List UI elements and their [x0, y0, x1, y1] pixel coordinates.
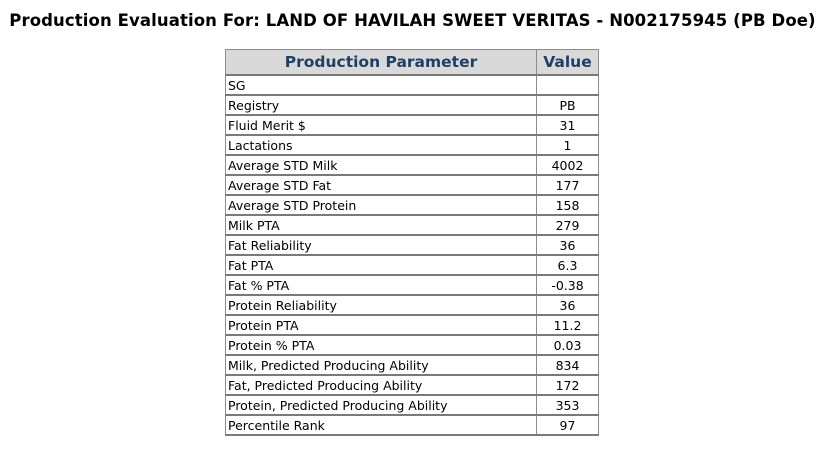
- value-cell: -0.38: [536, 274, 599, 296]
- table-row: Fat Reliability 36: [225, 234, 599, 256]
- table-row: Protein % PTA 0.03: [225, 334, 599, 356]
- value-cell: 177: [536, 174, 599, 196]
- table-row: Protein PTA 11.2: [225, 314, 599, 336]
- parameter-cell: SG: [225, 74, 537, 96]
- value-cell: 834: [536, 354, 599, 376]
- table-row: Lactations 1: [225, 134, 599, 156]
- value-cell: 158: [536, 194, 599, 216]
- value-cell: 0.03: [536, 334, 599, 356]
- value-cell: 4002: [536, 154, 599, 176]
- parameter-cell: Protein Reliability: [225, 294, 537, 316]
- parameter-cell: Fat PTA: [225, 254, 537, 276]
- value-cell: 1: [536, 134, 599, 156]
- table-row: Fat, Predicted Producing Ability 172: [225, 374, 599, 396]
- parameter-cell: Average STD Protein: [225, 194, 537, 216]
- table-row: Average STD Fat 177: [225, 174, 599, 196]
- column-header-parameter: Production Parameter: [225, 49, 537, 76]
- parameter-cell: Lactations: [225, 134, 537, 156]
- table-row: Protein Reliability 36: [225, 294, 599, 316]
- column-header-value: Value: [536, 49, 599, 76]
- value-cell: 31: [536, 114, 599, 136]
- table-row: SG: [225, 74, 599, 96]
- value-cell: 11.2: [536, 314, 599, 336]
- parameter-cell: Fat Reliability: [225, 234, 537, 256]
- parameter-cell: Milk, Predicted Producing Ability: [225, 354, 537, 376]
- table-row: Registry PB: [225, 94, 599, 116]
- value-cell: 353: [536, 394, 599, 416]
- table-row: Milk, Predicted Producing Ability 834: [225, 354, 599, 376]
- table-row: Percentile Rank 97: [225, 414, 599, 436]
- parameter-cell: Fat, Predicted Producing Ability: [225, 374, 537, 396]
- table-row: Average STD Protein 158: [225, 194, 599, 216]
- value-cell: 279: [536, 214, 599, 236]
- value-cell: [536, 74, 599, 96]
- parameter-cell: Fluid Merit $: [225, 114, 537, 136]
- parameter-cell: Milk PTA: [225, 214, 537, 236]
- value-cell: 97: [536, 414, 599, 436]
- parameter-cell: Protein % PTA: [225, 334, 537, 356]
- parameter-cell: Protein, Predicted Producing Ability: [225, 394, 537, 416]
- parameter-cell: Fat % PTA: [225, 274, 537, 296]
- production-table: Production Parameter Value SG Registry PB F…: [225, 49, 599, 436]
- value-cell: 172: [536, 374, 599, 396]
- table-header-row: Production Parameter Value: [225, 49, 599, 76]
- table-row: Fluid Merit $31: [225, 114, 599, 136]
- parameter-cell: Percentile Rank: [225, 414, 537, 436]
- value-cell: PB: [536, 94, 599, 116]
- parameter-cell: Average STD Fat: [225, 174, 537, 196]
- parameter-cell: Protein PTA: [225, 314, 537, 336]
- table-row: Average STD Milk 4002: [225, 154, 599, 176]
- value-cell: 6.3: [536, 254, 599, 276]
- value-cell: 36: [536, 234, 599, 256]
- page-title: Production Evaluation For: LAND OF HAVIL…: [9, 11, 816, 30]
- table-row: Fat % PTA -0.38: [225, 274, 599, 296]
- value-cell: 36: [536, 294, 599, 316]
- parameter-cell: Average STD Milk: [225, 154, 537, 176]
- table-row: Fat PTA 6.3: [225, 254, 599, 276]
- table-row: Milk PTA 279: [225, 214, 599, 236]
- parameter-cell: Registry: [225, 94, 537, 116]
- table-body: SG Registry PB Fluid Merit $31 Lactations 1 Av…: [225, 74, 599, 436]
- table-row: Protein, Predicted Producing Ability 353: [225, 394, 599, 416]
